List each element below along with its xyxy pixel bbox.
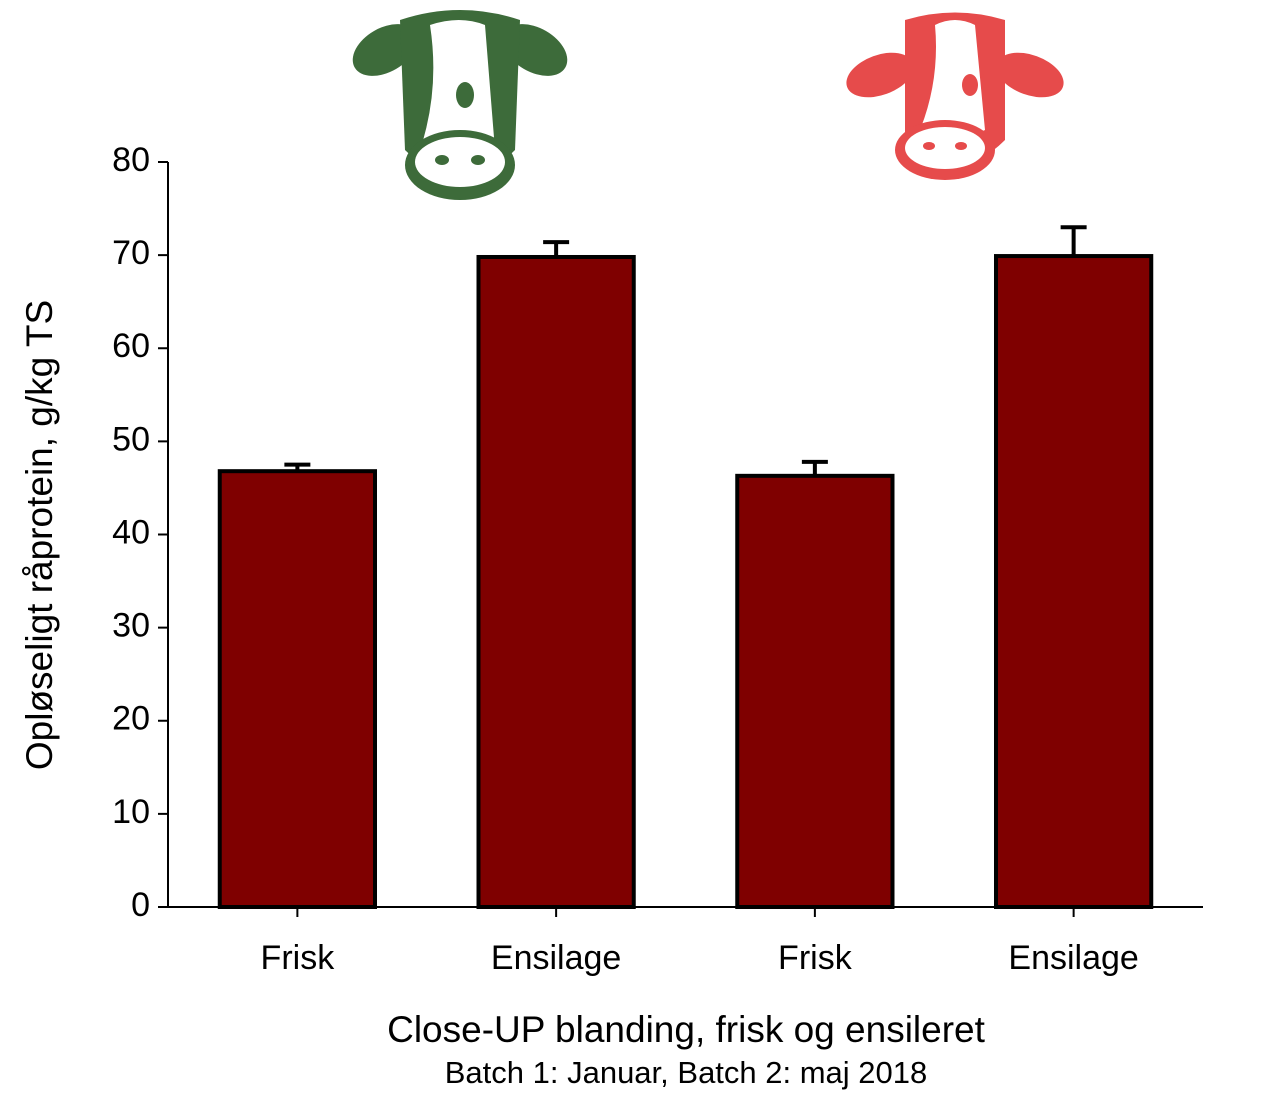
y-tick-label: 40 bbox=[112, 513, 150, 551]
y-tick-label: 60 bbox=[112, 327, 150, 365]
y-axis-title: Opløseligt råprotein, g/kg TS bbox=[19, 300, 60, 770]
subtitle: Batch 1: Januar, Batch 2: maj 2018 bbox=[445, 1055, 928, 1090]
bar bbox=[476, 254, 636, 909]
bar bbox=[994, 254, 1154, 909]
y-tick-label: 50 bbox=[112, 420, 150, 458]
x-tick-label: Frisk bbox=[261, 939, 336, 977]
bar bbox=[735, 473, 895, 909]
y-tick-label: 30 bbox=[112, 607, 150, 645]
y-tick-label: 0 bbox=[131, 886, 150, 924]
bar bbox=[217, 469, 377, 909]
x-axis-title: Close-UP blanding, frisk og ensileret bbox=[387, 1009, 986, 1050]
x-tick-label: Frisk bbox=[778, 939, 853, 977]
red-cow-icon bbox=[846, 12, 1064, 180]
y-tick-label: 10 bbox=[112, 793, 150, 831]
x-tick-label: Ensilage bbox=[491, 939, 621, 977]
green-cow-icon bbox=[352, 10, 568, 200]
y-tick-label: 20 bbox=[112, 700, 150, 738]
y-tick-label: 80 bbox=[112, 141, 150, 179]
y-tick-label: 70 bbox=[112, 234, 150, 272]
x-tick-label: Ensilage bbox=[1008, 939, 1138, 977]
